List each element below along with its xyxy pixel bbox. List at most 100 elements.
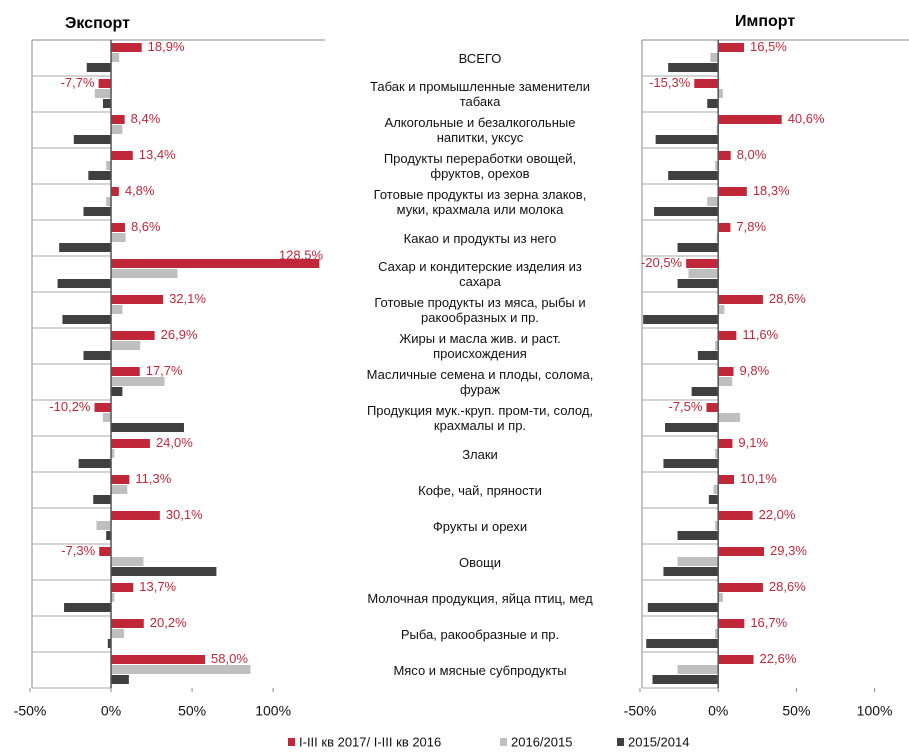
data-label: 28,6%	[769, 291, 806, 306]
category-label: Злаки	[462, 446, 498, 462]
bar	[111, 619, 144, 628]
bar	[677, 531, 719, 540]
data-label: 9,1%	[738, 435, 768, 450]
x-tick-label: -50%	[14, 703, 47, 719]
category-label: Молочная продукция, яйца птиц, мед	[367, 590, 593, 606]
bar	[718, 223, 731, 232]
bar	[111, 269, 178, 278]
bar	[706, 403, 719, 412]
data-label: -20,5%	[641, 255, 683, 270]
x-tick-label: 0%	[708, 703, 728, 719]
bar	[111, 233, 126, 242]
data-label: -15,3%	[649, 75, 691, 90]
bar	[111, 511, 160, 520]
data-label: 8,4%	[131, 111, 161, 126]
data-label: 22,0%	[759, 507, 796, 522]
data-label: 30,1%	[166, 507, 203, 522]
bar	[111, 387, 123, 396]
data-label: 29,3%	[770, 543, 807, 558]
bar	[111, 223, 125, 232]
bar	[691, 387, 719, 396]
legend-swatch	[617, 738, 624, 746]
bar	[677, 557, 719, 566]
bar	[107, 639, 112, 648]
bar	[686, 259, 719, 268]
bar	[707, 99, 719, 108]
data-label: 18,9%	[148, 39, 185, 54]
bar	[111, 125, 123, 134]
bar	[718, 475, 734, 484]
bar	[688, 269, 719, 278]
bar	[102, 99, 112, 108]
x-tick-label: 50%	[782, 703, 810, 719]
data-label: 13,7%	[139, 579, 176, 594]
bar	[111, 377, 165, 386]
bar	[111, 449, 115, 458]
import-title: Импорт	[735, 13, 795, 30]
data-label: 16,7%	[750, 615, 787, 630]
bar	[64, 603, 112, 612]
bar	[94, 89, 112, 98]
bar	[713, 485, 719, 494]
bar	[111, 43, 142, 52]
bar	[111, 665, 251, 674]
bar	[111, 115, 125, 124]
bar	[73, 135, 112, 144]
category-label: Масличные семена и плоды, солома, фураж	[366, 367, 594, 397]
category-label: ВСЕГО	[458, 50, 502, 66]
bar	[111, 53, 120, 62]
category-label: Жиры и масла жив. и раст. происхождения	[399, 331, 561, 361]
bar	[96, 521, 112, 530]
bar	[654, 207, 719, 216]
data-label: 4,8%	[125, 183, 155, 198]
bar	[718, 547, 765, 556]
bar	[111, 655, 206, 664]
x-tick-label: 100%	[255, 703, 291, 719]
bar	[718, 187, 747, 196]
category-label: Рыба, ракообразные и пр.	[400, 626, 560, 642]
bar	[652, 675, 719, 684]
bar	[111, 475, 130, 484]
data-label: -7,5%	[668, 399, 702, 414]
bar	[718, 655, 754, 664]
bar	[718, 413, 741, 422]
data-label: 13,4%	[139, 147, 176, 162]
bar	[111, 187, 119, 196]
bar	[655, 135, 719, 144]
data-label: 32,1%	[169, 291, 206, 306]
bar	[111, 331, 155, 340]
bar	[83, 207, 112, 216]
bar	[718, 151, 731, 160]
category-label: Фрукты и орехи	[432, 518, 528, 534]
category-label: Мясо и мясные субпродукты	[393, 662, 567, 678]
legend-swatch	[288, 738, 295, 746]
data-label: -7,7%	[61, 75, 95, 90]
data-label: 26,9%	[161, 327, 198, 342]
bar	[99, 547, 112, 556]
data-label: 16,5%	[750, 39, 787, 54]
data-label: 22,6%	[760, 651, 797, 666]
bar	[98, 79, 112, 88]
bar	[718, 89, 723, 98]
bar	[677, 665, 719, 674]
category-label: Готовые продукты из мяса, рыбы и ракообр…	[374, 295, 586, 325]
bar	[718, 439, 733, 448]
bar	[106, 161, 112, 170]
data-label: 8,0%	[737, 147, 767, 162]
bar	[718, 43, 745, 52]
data-label: 58,0%	[211, 651, 248, 666]
data-label: 40,6%	[788, 111, 825, 126]
bar	[668, 171, 719, 180]
data-label: 7,8%	[736, 219, 766, 234]
bar	[677, 279, 719, 288]
category-label: Готовые продукты из зерна злаков, муки, …	[373, 187, 587, 217]
bar	[718, 511, 753, 520]
bar	[111, 567, 217, 576]
category-label: Табак и промышленные заменители табака	[370, 79, 590, 109]
bar	[665, 423, 719, 432]
bar	[718, 305, 725, 314]
category-label: Кофе, чай, пряности	[418, 482, 542, 498]
bar	[716, 233, 719, 242]
bar	[715, 521, 719, 530]
